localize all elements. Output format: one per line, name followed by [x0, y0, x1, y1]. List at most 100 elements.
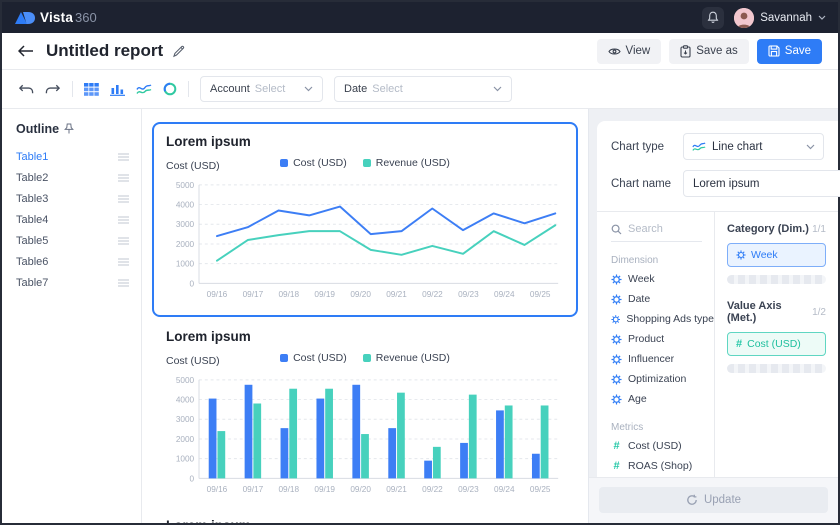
save-as-button-label: Save as: [696, 45, 738, 57]
refresh-icon: [686, 494, 698, 506]
svg-text:09/24: 09/24: [494, 289, 515, 299]
sidebar-item-table6[interactable]: Table6: [16, 251, 129, 272]
line-chart-plot[interactable]: 01000200030004000500009/1609/1709/1809/1…: [166, 175, 564, 309]
legend-swatch: [363, 354, 371, 362]
toolbar-divider: [72, 81, 73, 97]
sidebar-item-table1[interactable]: Table1: [16, 146, 129, 167]
chart-legend: Cost (USD) Revenue (USD): [166, 352, 564, 364]
drag-handle-icon[interactable]: [118, 174, 129, 182]
chart-card-bar[interactable]: Lorem ipsum Cost (USD) Cost (USD) Revenu…: [152, 317, 578, 504]
metric-item-cost-usd[interactable]: #Cost (USD): [611, 436, 714, 456]
legend-swatch: [363, 159, 371, 167]
dimension-item-product[interactable]: Product: [611, 329, 714, 349]
field-label: Shopping Ads type: [626, 313, 714, 325]
report-title: Untitled report: [46, 41, 163, 61]
add-table-button[interactable]: [84, 83, 99, 96]
svg-text:09/16: 09/16: [207, 484, 228, 494]
sidebar-item-table7[interactable]: Table7: [16, 272, 129, 293]
metric-item-roas-shop[interactable]: #ROAS (Shop): [611, 456, 714, 476]
save-button-label: Save: [785, 45, 811, 57]
brand-suffix: 360: [75, 10, 97, 25]
sidebar-item-label: Table4: [16, 214, 48, 226]
sidebar-item-table4[interactable]: Table4: [16, 209, 129, 230]
svg-text:1000: 1000: [176, 454, 195, 464]
inspector-footer: Update: [589, 477, 838, 523]
dimension-item-week[interactable]: Week: [611, 269, 714, 289]
account-filter-select[interactable]: Account Select: [200, 76, 323, 102]
chart-name-input[interactable]: [683, 170, 840, 197]
chart-inspector-panel: Chart type Line chart Chart name: [588, 109, 838, 523]
save-button[interactable]: Save: [757, 39, 822, 64]
metrics-group-header: Metrics: [611, 422, 714, 433]
dimension-item-age[interactable]: Age: [611, 389, 714, 409]
legend-label: Revenue (USD): [376, 157, 450, 169]
add-bar-chart-button[interactable]: [110, 83, 125, 96]
category-chip-week[interactable]: Week: [727, 243, 826, 267]
legend-item-cost[interactable]: Cost (USD): [280, 157, 347, 169]
add-line-chart-button[interactable]: [136, 83, 152, 95]
svg-text:09/18: 09/18: [278, 484, 299, 494]
back-button[interactable]: [18, 45, 34, 57]
field-label: Influencer: [628, 353, 674, 365]
date-filter-select[interactable]: Date Select: [334, 76, 512, 102]
chart-card-line-selected[interactable]: Lorem ipsum Cost (USD) Cost (USD) Revenu…: [152, 122, 578, 317]
clipboard-icon: [680, 45, 691, 58]
legend-swatch: [280, 159, 288, 167]
svg-text:09/25: 09/25: [530, 289, 551, 299]
legend-item-revenue[interactable]: Revenue (USD): [363, 352, 450, 364]
drag-handle-icon[interactable]: [118, 258, 129, 266]
search-icon: [611, 224, 622, 235]
svg-text:09/23: 09/23: [458, 484, 479, 494]
drag-handle-icon[interactable]: [118, 237, 129, 245]
chart-legend: Cost (USD) Revenue (USD): [166, 157, 564, 169]
bar-chart-plot[interactable]: 01000200030004000500009/1609/1709/1809/1…: [166, 370, 564, 504]
drag-handle-icon[interactable]: [118, 216, 129, 224]
sidebar-item-table2[interactable]: Table2: [16, 167, 129, 188]
view-button[interactable]: View: [597, 39, 662, 64]
chart-toolbar: Account Select Date Select: [2, 70, 838, 109]
sidebar-item-table5[interactable]: Table5: [16, 230, 129, 251]
date-filter-placeholder: Select: [372, 83, 403, 95]
save-as-button[interactable]: Save as: [669, 39, 749, 64]
update-button[interactable]: Update: [599, 487, 828, 513]
brand-logo[interactable]: Vista360: [14, 10, 97, 25]
drag-handle-icon[interactable]: [118, 195, 129, 203]
field-search-input[interactable]: Search: [611, 223, 702, 242]
sidebar-item-label: Table7: [16, 277, 48, 289]
svg-text:09/18: 09/18: [278, 289, 299, 299]
field-label: Week: [628, 273, 655, 285]
chart-type-select[interactable]: Line chart: [683, 133, 824, 160]
category-zone-count: 1/1: [812, 224, 826, 235]
bar-chart-icon: [110, 83, 125, 96]
dimension-item-shopping-ads-type[interactable]: Shopping Ads type: [611, 309, 714, 329]
legend-label: Cost (USD): [293, 157, 347, 169]
value-axis-drop-placeholder[interactable]: [727, 364, 826, 373]
field-label: ROAS (Shop): [628, 460, 692, 472]
edit-title-button[interactable]: [172, 44, 186, 58]
account-filter-label: Account: [210, 83, 250, 95]
notifications-button[interactable]: [702, 7, 724, 29]
dimension-icon: [611, 334, 622, 345]
legend-item-cost[interactable]: Cost (USD): [280, 352, 347, 364]
dimension-icon: [736, 250, 746, 260]
dimension-item-date[interactable]: Date: [611, 289, 714, 309]
line-chart-icon: [136, 83, 152, 95]
user-menu[interactable]: Savannah: [734, 8, 826, 28]
drag-handle-icon[interactable]: [118, 279, 129, 287]
redo-button[interactable]: [45, 83, 61, 96]
metric-hash-icon: #: [736, 338, 742, 350]
chart-type-label: Chart type: [611, 141, 674, 153]
value-axis-chip-cost[interactable]: # Cost (USD): [727, 332, 826, 356]
dimension-item-optimization[interactable]: Optimization: [611, 369, 714, 389]
add-donut-chart-button[interactable]: [163, 82, 177, 96]
metric-hash-icon: #: [611, 440, 622, 452]
legend-item-revenue[interactable]: Revenue (USD): [363, 157, 450, 169]
pin-icon[interactable]: [64, 123, 74, 135]
undo-button[interactable]: [18, 83, 34, 96]
svg-text:2000: 2000: [176, 239, 195, 249]
sidebar-item-table3[interactable]: Table3: [16, 188, 129, 209]
search-placeholder: Search: [628, 223, 663, 235]
category-drop-placeholder[interactable]: [727, 275, 826, 284]
drag-handle-icon[interactable]: [118, 153, 129, 161]
dimension-item-influencer[interactable]: Influencer: [611, 349, 714, 369]
